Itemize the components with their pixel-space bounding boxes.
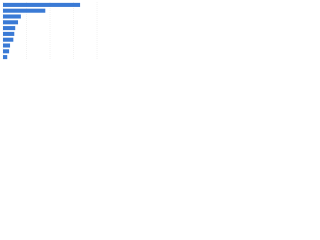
bar	[3, 2, 81, 7]
bar	[3, 31, 15, 36]
bar	[3, 49, 10, 54]
bar	[3, 55, 8, 60]
bar	[3, 20, 19, 25]
bar	[3, 43, 11, 48]
bar	[3, 26, 16, 31]
bar	[3, 37, 14, 42]
chart	[2, 2, 98, 60]
page: {"chart_data": {"type": "bar", "orientat…	[0, 0, 100, 71]
bar	[3, 14, 21, 19]
bar	[3, 8, 46, 13]
